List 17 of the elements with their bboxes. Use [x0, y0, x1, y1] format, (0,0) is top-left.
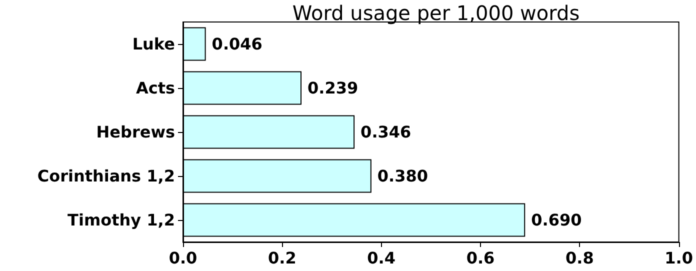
data-label: 0.690 — [531, 210, 582, 230]
y-tick-label: Timothy 1,2 — [68, 210, 175, 230]
data-label: 0.380 — [377, 166, 428, 186]
x-tick-label: 0.6 — [466, 248, 495, 268]
x-tick-label: 0.2 — [268, 248, 296, 268]
data-label: 0.239 — [308, 78, 358, 98]
data-label: 0.346 — [360, 122, 412, 142]
x-tick-label: 1.0 — [664, 248, 693, 268]
x-tick-label: 0.0 — [168, 248, 198, 268]
y-tick-label: Corinthians 1,2 — [37, 166, 175, 186]
chart-title: Word usage per 1,000 words — [292, 1, 580, 25]
x-tick-label: 0.4 — [367, 248, 396, 268]
data-label: 0.046 — [212, 34, 262, 54]
y-tick-label: Luke — [132, 34, 176, 54]
y-tick-label: Acts — [136, 78, 175, 98]
y-tick-label: Hebrews — [96, 122, 175, 142]
x-tick-label: 0.8 — [565, 248, 594, 268]
